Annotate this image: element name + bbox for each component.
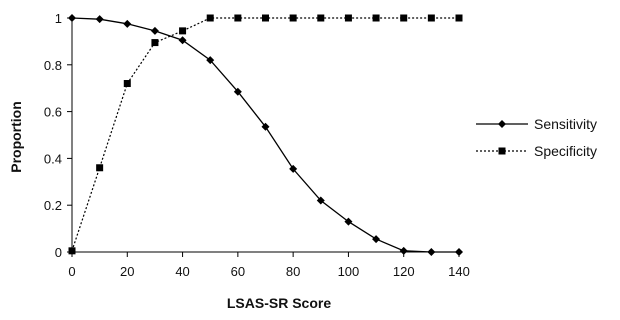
- y-ticks: 0 0.2 0.4 0.6 0.8 1: [44, 11, 72, 260]
- data-point: [344, 14, 352, 22]
- legend-label: Sensitivity: [534, 116, 597, 132]
- x-tick-label: 140: [448, 264, 470, 279]
- data-point: [68, 247, 76, 255]
- x-axis-title: LSAS-SR Score: [227, 295, 331, 311]
- y-axis-title: Proportion: [8, 101, 24, 173]
- axes: [71, 18, 459, 253]
- data-point: [206, 14, 214, 22]
- series-specificity: [68, 14, 463, 255]
- legend-label: Specificity: [534, 143, 597, 159]
- series-layer: [68, 14, 463, 256]
- x-tick-label: 100: [338, 264, 360, 279]
- data-point: [123, 80, 131, 88]
- data-point: [123, 19, 132, 28]
- y-tick-label: 0.4: [44, 151, 62, 166]
- y-tick-label: 1: [55, 11, 62, 26]
- data-point: [317, 14, 325, 22]
- series-line-sensitivity: [71, 17, 459, 253]
- data-point: [427, 248, 436, 256]
- x-tick-label: 120: [393, 264, 415, 279]
- data-point: [316, 196, 325, 205]
- data-point: [427, 14, 435, 22]
- data-point: [179, 27, 187, 35]
- legend-item-sensitivity: Sensitivity: [476, 116, 597, 132]
- y-tick-label: 0: [55, 245, 62, 260]
- legend-item-specificity: Specificity: [476, 143, 597, 159]
- x-tick-label: 40: [175, 264, 189, 279]
- data-point: [261, 122, 270, 131]
- y-tick-label: 0.2: [44, 198, 62, 213]
- legend-swatch-marker: [498, 120, 506, 128]
- data-point: [289, 164, 298, 173]
- data-point: [234, 14, 242, 22]
- series-line-specificity: [71, 17, 459, 251]
- data-point: [372, 235, 381, 244]
- data-point: [372, 14, 380, 22]
- data-point: [68, 14, 76, 22]
- data-point: [96, 164, 104, 172]
- x-tick-label: 20: [120, 264, 134, 279]
- data-point: [178, 36, 187, 45]
- data-point: [95, 15, 104, 24]
- data-point: [455, 248, 463, 256]
- x-tick-label: 0: [68, 264, 75, 279]
- x-ticks: 0 20 40 60 80 100 120 140: [68, 252, 470, 279]
- y-tick-label: 0.8: [44, 58, 62, 73]
- x-tick-label: 80: [286, 264, 300, 279]
- series-sensitivity: [68, 14, 463, 256]
- data-point: [400, 14, 408, 22]
- data-point: [289, 14, 297, 22]
- data-point: [262, 14, 269, 22]
- data-point: [233, 87, 242, 96]
- data-point: [151, 39, 159, 47]
- data-point: [206, 56, 215, 65]
- data-point: [344, 217, 353, 226]
- legend-swatch-marker: [498, 147, 506, 155]
- data-point: [455, 14, 463, 22]
- x-tick-label: 60: [231, 264, 245, 279]
- data-point: [399, 246, 408, 255]
- y-tick-label: 0.6: [44, 105, 62, 120]
- legend: Sensitivity Specificity: [476, 116, 597, 159]
- data-point: [150, 26, 159, 35]
